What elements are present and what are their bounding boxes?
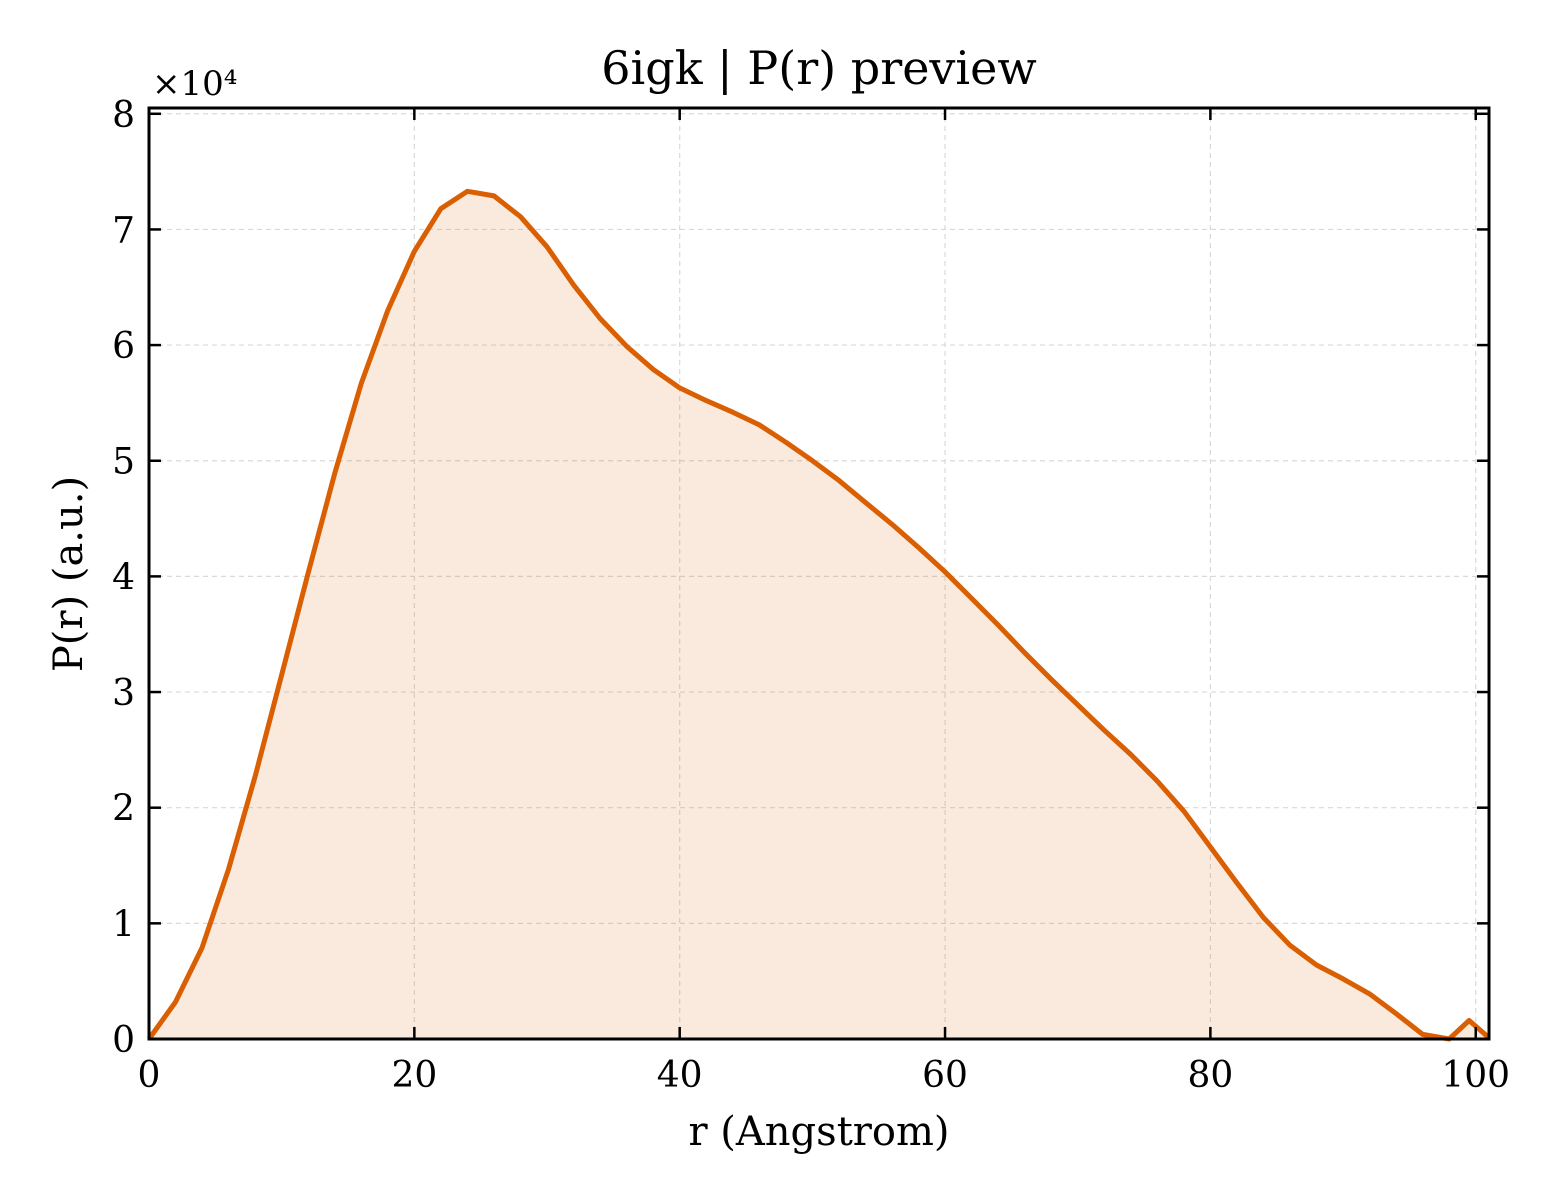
chart-title: 6igk | P(r) preview (601, 41, 1036, 95)
y-tick-label: 4 (112, 557, 135, 598)
area-fill (149, 191, 1489, 1040)
x-tick-label: 0 (138, 1055, 161, 1096)
y-axis-label: P(r) (a.u.) (46, 476, 92, 672)
series-line (146, 188, 1491, 1042)
ticks: 0 20 40 60 80 100 0 1 2 3 4 5 6 7 8 (112, 95, 1510, 1096)
y-tick-label: 6 (112, 326, 135, 367)
x-tick-label: 40 (657, 1055, 703, 1096)
y-tick-label: 7 (112, 210, 135, 251)
x-tick-label: 80 (1187, 1055, 1233, 1096)
y-tick-label: 3 (112, 673, 135, 714)
y-tick-label: 0 (112, 1020, 135, 1061)
y-tick-label: 8 (112, 95, 135, 136)
y-tick-label: 2 (112, 789, 135, 830)
y-axis-offset-label: ×10⁴ (152, 64, 237, 104)
plot-frame (147, 106, 1491, 1041)
x-tick-label: 60 (922, 1055, 968, 1096)
y-tick-label: 5 (112, 442, 135, 483)
y-tick-label: 1 (112, 904, 135, 945)
x-tick-label: 20 (391, 1055, 437, 1096)
x-tick-label: 100 (1441, 1055, 1510, 1096)
x-axis-label: r (Angstrom) (688, 1109, 949, 1155)
